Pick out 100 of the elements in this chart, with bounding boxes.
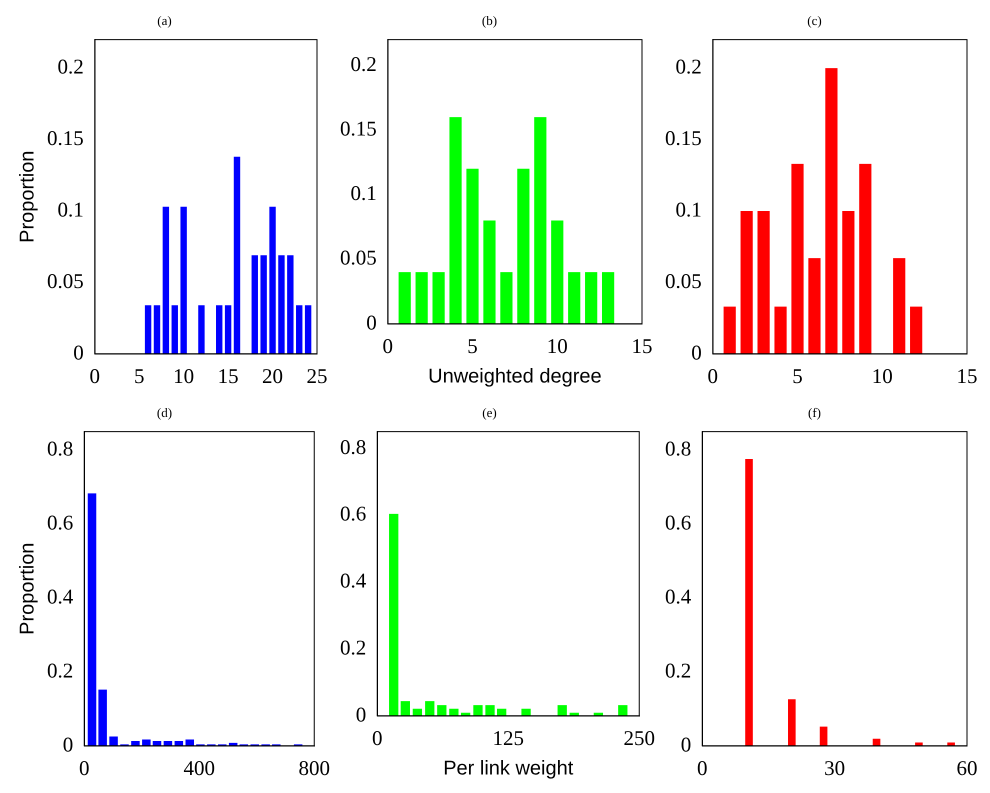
y-tick-label: 0.6 bbox=[340, 502, 366, 526]
bar bbox=[172, 305, 178, 354]
bar bbox=[758, 210, 770, 354]
bar bbox=[162, 206, 170, 354]
bar bbox=[425, 701, 434, 716]
bar bbox=[389, 514, 398, 716]
x-tick-label: 10 bbox=[173, 364, 194, 388]
bar bbox=[740, 210, 753, 354]
bar bbox=[131, 740, 140, 746]
y-tick-label: 0.05 bbox=[665, 268, 702, 293]
chart-title: (b) bbox=[482, 13, 498, 28]
bar bbox=[432, 272, 445, 324]
y-tick-label: 0.1 bbox=[676, 197, 702, 222]
bar bbox=[618, 705, 628, 716]
y-tick-label: 0.4 bbox=[340, 568, 367, 593]
bar bbox=[174, 740, 184, 746]
x-tick-label: 20 bbox=[262, 364, 284, 388]
bar bbox=[585, 272, 598, 324]
y-axis-title: Proportion bbox=[16, 150, 39, 243]
bar bbox=[825, 68, 838, 354]
bar bbox=[198, 305, 205, 354]
bar bbox=[558, 705, 567, 716]
bar bbox=[521, 708, 531, 716]
bar bbox=[152, 740, 162, 746]
bar bbox=[842, 210, 854, 354]
bar bbox=[109, 736, 118, 746]
y-tick-label: 0.6 bbox=[665, 510, 692, 535]
bar bbox=[808, 258, 821, 354]
x-tick-label: 10 bbox=[546, 334, 568, 358]
bar bbox=[893, 258, 906, 354]
x-tick-label: 15 bbox=[218, 364, 239, 388]
bar bbox=[154, 305, 160, 354]
bar bbox=[400, 701, 410, 716]
y-tick-label: 0.8 bbox=[47, 436, 74, 461]
bar bbox=[551, 220, 564, 324]
x-tick-label: 15 bbox=[632, 334, 652, 358]
bar bbox=[142, 740, 151, 746]
y-tick-label: 0.2 bbox=[58, 54, 84, 79]
bar bbox=[872, 738, 880, 746]
y-tick-label: 0.2 bbox=[676, 54, 702, 79]
bar bbox=[788, 699, 796, 746]
x-tick-label: 5 bbox=[467, 334, 478, 358]
bar bbox=[260, 255, 267, 354]
x-tick-label: 0 bbox=[382, 334, 393, 358]
y-tick-label: 0.15 bbox=[665, 126, 702, 150]
y-tick-label: 0.15 bbox=[47, 126, 84, 150]
bar bbox=[252, 255, 258, 354]
bar bbox=[774, 306, 787, 354]
bar bbox=[534, 117, 546, 324]
chart-title: (f) bbox=[808, 405, 821, 420]
y-tick-label: 0.2 bbox=[47, 658, 74, 682]
bar bbox=[437, 705, 446, 716]
bar bbox=[144, 305, 152, 354]
bar bbox=[412, 708, 422, 716]
bar bbox=[910, 306, 922, 354]
y-tick-label: 0.4 bbox=[47, 584, 74, 608]
y-tick-label: 0 bbox=[366, 310, 377, 334]
y-tick-label: 0.1 bbox=[58, 197, 84, 222]
bar bbox=[485, 705, 495, 716]
y-tick-label: 0.6 bbox=[47, 510, 74, 535]
bar bbox=[517, 168, 530, 324]
x-tick-label: 30 bbox=[824, 756, 846, 780]
bar bbox=[88, 493, 96, 746]
x-tick-label: 10 bbox=[872, 364, 893, 388]
y-tick-label: 0 bbox=[356, 702, 366, 726]
bar bbox=[186, 740, 194, 746]
bar bbox=[304, 305, 312, 354]
y-tick-label: 0.15 bbox=[340, 116, 377, 141]
chart-title: (d) bbox=[156, 405, 172, 420]
y-tick-label: 0.4 bbox=[665, 584, 692, 608]
bar bbox=[180, 206, 187, 354]
y-tick-label: 0.2 bbox=[350, 52, 377, 76]
bar bbox=[568, 272, 580, 324]
x-tick-label: 15 bbox=[956, 364, 978, 388]
bar bbox=[449, 117, 462, 324]
x-tick-label: 400 bbox=[184, 756, 215, 780]
bar bbox=[859, 164, 872, 354]
y-tick-label: 0.1 bbox=[350, 181, 377, 206]
bar bbox=[449, 708, 459, 716]
bar bbox=[466, 168, 479, 324]
bar bbox=[791, 164, 804, 354]
bar bbox=[416, 272, 428, 324]
y-tick-label: 0.8 bbox=[340, 434, 366, 459]
bar bbox=[473, 705, 483, 716]
x-tick-label: 800 bbox=[298, 756, 330, 780]
chart-title: (a) bbox=[157, 13, 172, 28]
x-tick-label: 250 bbox=[624, 726, 655, 750]
bar bbox=[483, 220, 496, 324]
y-tick-label: 0.05 bbox=[47, 268, 84, 293]
y-tick-label: 0.2 bbox=[665, 658, 692, 682]
x-tick-label: 125 bbox=[492, 726, 524, 750]
x-tick-label: 0 bbox=[90, 364, 100, 388]
bar bbox=[164, 740, 172, 746]
bar bbox=[820, 726, 828, 746]
x-tick-label: 25 bbox=[306, 364, 328, 388]
bar bbox=[724, 306, 736, 354]
bar bbox=[224, 305, 232, 354]
bar bbox=[745, 458, 753, 746]
chart-title: (c) bbox=[807, 13, 822, 28]
x-tick-label: 5 bbox=[134, 364, 144, 388]
